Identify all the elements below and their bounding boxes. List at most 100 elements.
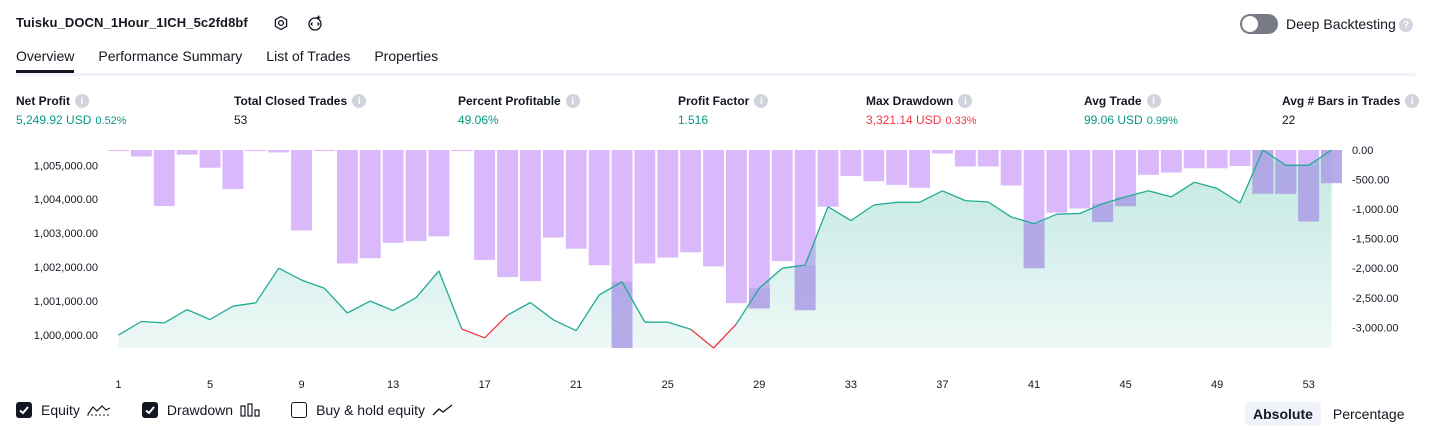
info-icon[interactable]: i bbox=[75, 94, 89, 108]
equity-line-segment bbox=[163, 309, 188, 324]
metric-percent: 0.33% bbox=[945, 115, 977, 127]
equity-line-segment bbox=[1170, 181, 1195, 198]
tab-list-of-trades[interactable]: List of Trades bbox=[266, 48, 351, 64]
metric-3: Profit Factor i 1.516 bbox=[678, 94, 769, 127]
toggle-knob bbox=[1242, 16, 1258, 32]
metric-label: Avg Trade i bbox=[1084, 94, 1178, 108]
equity-line-segment bbox=[209, 305, 234, 321]
metric-1: Total Closed Trades i 53 bbox=[234, 94, 367, 127]
drawdown-bar-25 bbox=[657, 150, 679, 258]
drawdown-bar-43 bbox=[1069, 150, 1091, 209]
drawdown-overlap-45 bbox=[1115, 196, 1136, 207]
drawdown-overlap-52 bbox=[1275, 165, 1297, 194]
info-icon[interactable]: i bbox=[565, 94, 580, 108]
buyhold-toggle[interactable]: Buy & hold equity bbox=[291, 402, 455, 418]
equity-line-segment bbox=[735, 287, 760, 325]
drawdown-bar-33 bbox=[840, 150, 862, 176]
drawdown-bar-40 bbox=[1000, 150, 1022, 186]
drawdown-bar-13 bbox=[382, 150, 404, 243]
equity-line-segment bbox=[713, 323, 737, 349]
equity-line-segment bbox=[873, 201, 897, 206]
equity-line-segment bbox=[690, 328, 715, 349]
drawdown-bar-9 bbox=[291, 150, 312, 231]
equity-line-segment bbox=[347, 300, 371, 314]
info-icon[interactable]: i bbox=[352, 94, 367, 108]
metric-value-row: 53 bbox=[234, 113, 366, 127]
tab-performance-summary[interactable]: Performance Summary bbox=[98, 48, 243, 64]
equity-line-segment bbox=[392, 297, 417, 312]
equity-line-segment bbox=[301, 279, 325, 289]
equity-label: Equity bbox=[41, 402, 80, 418]
drawdown-bar-46 bbox=[1138, 150, 1159, 175]
info-icon[interactable]: i bbox=[754, 94, 769, 108]
metric-value-row: 99.06 USD 0.99% bbox=[1084, 113, 1178, 127]
info-icon[interactable]: i bbox=[958, 94, 973, 108]
drawdown-overlap-29 bbox=[748, 288, 770, 309]
equity-line-segment bbox=[827, 206, 852, 222]
info-icon[interactable]: i bbox=[1146, 94, 1161, 108]
x-axis-tick: 17 bbox=[479, 379, 491, 391]
equity-line-segment bbox=[1033, 213, 1058, 225]
x-axis-tick: 25 bbox=[662, 379, 674, 391]
equity-line-segment bbox=[530, 301, 554, 321]
drawdown-bar-4 bbox=[176, 150, 198, 155]
drawdown-bar-18 bbox=[497, 150, 518, 278]
absolute-button[interactable]: Absolute bbox=[1245, 402, 1321, 426]
deep-backtesting-toggle[interactable] bbox=[1240, 14, 1278, 34]
drawdown-bar-24 bbox=[634, 150, 656, 264]
tab-overview[interactable]: Overview bbox=[16, 48, 75, 73]
tab-bar: Overview Performance Summary List of Tra… bbox=[16, 48, 438, 73]
equity-line-segment bbox=[919, 190, 943, 203]
drawdown-bar-21 bbox=[565, 150, 587, 249]
drawdown-overlap-53 bbox=[1298, 165, 1320, 222]
drawdown-overlap-23 bbox=[611, 281, 633, 348]
drawdown-bar-15 bbox=[428, 150, 450, 237]
metric-label: Profit Factor i bbox=[678, 94, 769, 108]
drawdown-bar-45 bbox=[1115, 150, 1136, 207]
metric-percent: 0.99% bbox=[1146, 115, 1178, 127]
equity-line-segment bbox=[507, 301, 531, 316]
equity-line-segment bbox=[186, 309, 211, 321]
equity-checkbox[interactable] bbox=[16, 402, 32, 418]
equity-line-segment bbox=[1148, 190, 1172, 198]
metric-label-text: Profit Factor bbox=[678, 94, 750, 108]
metric-label: Net Profit i bbox=[16, 94, 127, 108]
equity-toggle[interactable]: Equity bbox=[16, 402, 112, 418]
buyhold-checkbox[interactable] bbox=[291, 402, 308, 418]
source-code-icon[interactable] bbox=[305, 13, 325, 33]
equity-line-segment bbox=[804, 206, 829, 266]
drawdown-bar-17 bbox=[474, 150, 496, 260]
drawdown-bar-27 bbox=[703, 150, 724, 267]
drawdown-bar-7 bbox=[245, 150, 267, 151]
equity-line-segment bbox=[575, 294, 600, 332]
x-axis-tick: 37 bbox=[936, 379, 948, 391]
equity-drawdown-chart: 1,000,000.00 1,001,000.00 1,002,000.00 1,00… bbox=[34, 145, 1399, 391]
drawdown-bar-14 bbox=[405, 150, 427, 241]
x-axis-tick: 21 bbox=[570, 379, 582, 391]
percentage-button[interactable]: Percentage bbox=[1332, 406, 1405, 422]
drawdown-bar-37 bbox=[932, 150, 953, 154]
equity-axis-tick: 1,002,000.00 bbox=[34, 262, 98, 274]
drawdown-axis-tick: -2,500.00 bbox=[1352, 293, 1398, 305]
drawdown-bar-35 bbox=[886, 150, 908, 185]
info-icon[interactable]: i bbox=[1405, 94, 1420, 108]
deep-backtesting-label: Deep Backtesting bbox=[1286, 16, 1396, 32]
help-icon[interactable]: ? bbox=[1399, 18, 1413, 32]
settings-icon[interactable] bbox=[271, 13, 291, 33]
drawdown-bar-10 bbox=[314, 150, 335, 151]
metric-value-row: 49.06% bbox=[458, 113, 580, 127]
drawdown-toggle[interactable]: Drawdown bbox=[141, 402, 261, 418]
drawdown-axis-tick: -2,000.00 bbox=[1352, 263, 1398, 275]
drawdown-axis-tick: -500.00 bbox=[1352, 175, 1389, 187]
equity-line-segment bbox=[1079, 203, 1103, 215]
equity-line-segment bbox=[1125, 190, 1149, 198]
drawdown-axis-tick: -1,000.00 bbox=[1352, 204, 1398, 216]
x-axis-tick: 29 bbox=[753, 379, 765, 391]
drawdown-checkbox[interactable] bbox=[141, 402, 158, 418]
metric-value-row: 3,321.14 USD 0.33% bbox=[866, 113, 977, 127]
drawdown-bar-11 bbox=[336, 150, 358, 264]
metric-value: 99.06 USD bbox=[1084, 113, 1143, 127]
drawdown-bar-36 bbox=[909, 150, 930, 188]
tab-properties[interactable]: Properties bbox=[374, 48, 439, 64]
metric-label-text: Percent Profitable bbox=[458, 94, 561, 108]
